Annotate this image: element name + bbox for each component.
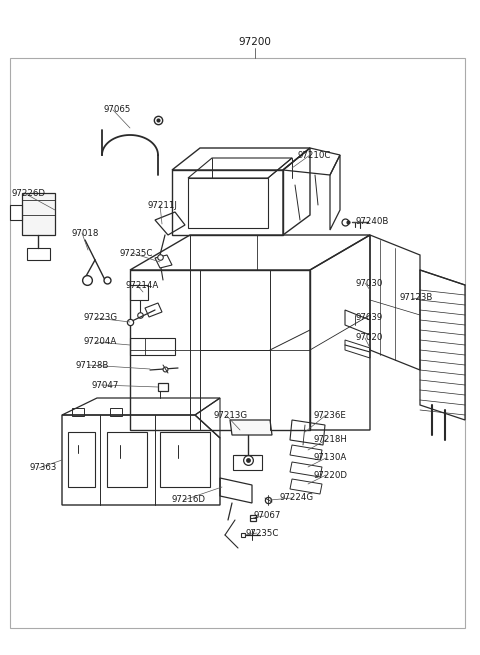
Text: 97224G: 97224G — [280, 493, 314, 502]
Text: 97235C: 97235C — [120, 248, 154, 257]
Text: 97211J: 97211J — [148, 200, 178, 210]
Text: 97236E: 97236E — [314, 411, 347, 419]
Polygon shape — [22, 193, 55, 235]
Text: 97214A: 97214A — [125, 280, 158, 290]
Text: 97067: 97067 — [254, 512, 281, 521]
Text: 97130A: 97130A — [314, 453, 347, 462]
Text: 97123B: 97123B — [400, 293, 433, 303]
Text: 97065: 97065 — [103, 105, 131, 115]
Text: 97200: 97200 — [239, 37, 271, 47]
Text: 97226D: 97226D — [12, 189, 46, 198]
Text: 97223G: 97223G — [84, 314, 118, 322]
Text: 97216D: 97216D — [172, 495, 206, 504]
Text: 97220D: 97220D — [314, 470, 348, 479]
Text: 97363: 97363 — [29, 464, 56, 472]
Text: 97047: 97047 — [91, 381, 119, 390]
Text: 97213G: 97213G — [214, 411, 248, 419]
Text: 97030: 97030 — [355, 278, 383, 288]
Text: 97020: 97020 — [355, 333, 383, 343]
Text: 97210C: 97210C — [298, 151, 331, 160]
Text: 97018: 97018 — [72, 229, 99, 238]
Text: 97204A: 97204A — [84, 337, 117, 346]
Text: 97240B: 97240B — [355, 217, 388, 227]
Text: 97218H: 97218H — [314, 436, 348, 445]
Text: 97128B: 97128B — [76, 360, 109, 369]
Text: 97039: 97039 — [355, 314, 382, 322]
Text: 97235C: 97235C — [245, 529, 278, 538]
Polygon shape — [230, 420, 272, 435]
